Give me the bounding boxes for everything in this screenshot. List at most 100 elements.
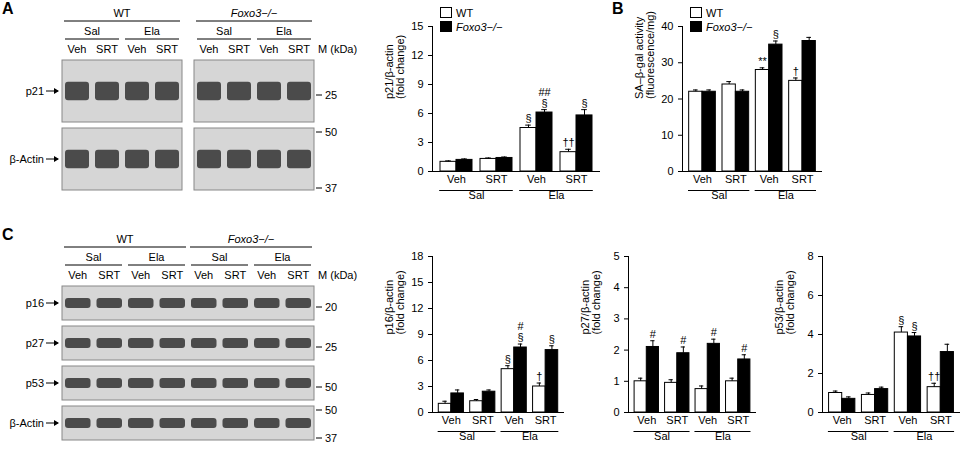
svg-text:SRT: SRT bbox=[792, 173, 814, 185]
svg-text:50: 50 bbox=[325, 126, 337, 138]
svg-text:p27: p27 bbox=[26, 337, 44, 349]
svg-text:Veh: Veh bbox=[257, 269, 276, 281]
svg-text:SRT: SRT bbox=[566, 173, 588, 185]
svg-text:12: 12 bbox=[411, 302, 423, 314]
svg-text:†: † bbox=[536, 370, 542, 382]
svg-text:p53: p53 bbox=[26, 377, 44, 389]
svg-text:Veh: Veh bbox=[898, 414, 917, 426]
svg-text:Foxo3−/−: Foxo3−/− bbox=[228, 233, 275, 245]
svg-text:2: 2 bbox=[613, 344, 619, 356]
svg-text:p27/β-actin(fold change): p27/β-actin(fold change) bbox=[579, 270, 602, 334]
svg-text:†: † bbox=[793, 65, 799, 77]
svg-text:SRT: SRT bbox=[725, 173, 747, 185]
svg-text:Veh: Veh bbox=[760, 173, 779, 185]
svg-text:SRT: SRT bbox=[224, 269, 246, 281]
svg-text:1: 1 bbox=[613, 375, 619, 387]
svg-text:Ela: Ela bbox=[276, 25, 293, 37]
svg-text:2: 2 bbox=[807, 367, 813, 379]
svg-text:#: # bbox=[680, 334, 687, 346]
svg-text:Veh: Veh bbox=[131, 269, 150, 281]
svg-text:Sal: Sal bbox=[84, 25, 100, 37]
svg-text:Veh: Veh bbox=[442, 414, 461, 426]
svg-text:††: †† bbox=[928, 370, 940, 382]
svg-text:Sal: Sal bbox=[212, 251, 228, 263]
svg-text:§: § bbox=[525, 112, 531, 124]
svg-text:Veh: Veh bbox=[260, 43, 279, 55]
svg-text:#: # bbox=[650, 328, 657, 340]
svg-text:30: 30 bbox=[661, 56, 673, 68]
svg-text:SRT: SRT bbox=[727, 414, 749, 426]
svg-text:M (kDa): M (kDa) bbox=[318, 43, 357, 55]
svg-text:##§: ##§ bbox=[538, 86, 551, 109]
svg-text:β-Actin: β-Actin bbox=[10, 417, 44, 429]
svg-text:p21/β-actin(fold change): p21/β-actin(fold change) bbox=[383, 35, 406, 99]
svg-text:SRT: SRT bbox=[287, 269, 309, 281]
svg-text:††: †† bbox=[562, 136, 574, 148]
svg-text:3: 3 bbox=[417, 136, 423, 148]
svg-text:Sal: Sal bbox=[216, 25, 232, 37]
svg-text:3: 3 bbox=[417, 380, 423, 392]
svg-text:50: 50 bbox=[325, 404, 337, 416]
svg-text:9: 9 bbox=[417, 328, 423, 340]
svg-text:SRT: SRT bbox=[472, 414, 494, 426]
svg-text:#§: #§ bbox=[517, 320, 524, 343]
svg-text:Veh: Veh bbox=[637, 414, 656, 426]
svg-text:SRT: SRT bbox=[156, 43, 178, 55]
svg-text:WT: WT bbox=[113, 7, 130, 19]
svg-text:6: 6 bbox=[417, 354, 423, 366]
svg-text:12: 12 bbox=[411, 49, 423, 61]
svg-text:0: 0 bbox=[417, 406, 423, 418]
svg-text:3: 3 bbox=[613, 312, 619, 324]
svg-text:SRT: SRT bbox=[864, 414, 886, 426]
svg-text:Veh: Veh bbox=[505, 414, 524, 426]
svg-text:8: 8 bbox=[807, 250, 813, 262]
svg-text:§: § bbox=[911, 320, 917, 332]
svg-text:SRT: SRT bbox=[288, 43, 310, 55]
svg-text:SRT: SRT bbox=[161, 269, 183, 281]
svg-text:37: 37 bbox=[325, 182, 337, 194]
svg-text:WT: WT bbox=[116, 233, 133, 245]
svg-text:**: ** bbox=[758, 55, 767, 67]
svg-text:Ela: Ela bbox=[275, 251, 292, 263]
svg-text:SA–β-gal activity(fluorescence: SA–β-gal activity(fluorescence/mg) bbox=[633, 11, 656, 99]
svg-text:50: 50 bbox=[325, 381, 337, 393]
svg-text:40: 40 bbox=[661, 20, 673, 32]
svg-text:#: # bbox=[741, 342, 748, 354]
svg-text:SRT: SRT bbox=[98, 269, 120, 281]
svg-text:SRT: SRT bbox=[228, 43, 250, 55]
svg-text:Ela: Ela bbox=[144, 25, 161, 37]
svg-text:20: 20 bbox=[661, 93, 673, 105]
svg-text:p16: p16 bbox=[26, 297, 44, 309]
svg-text:§: § bbox=[773, 28, 779, 40]
svg-text:§: § bbox=[898, 314, 904, 326]
svg-text:Foxo3−/−: Foxo3−/− bbox=[231, 7, 278, 19]
svg-text:p16/β-actin(fold change): p16/β-actin(fold change) bbox=[383, 270, 406, 334]
svg-text:20: 20 bbox=[325, 301, 337, 313]
svg-text:25: 25 bbox=[325, 341, 337, 353]
svg-text:9: 9 bbox=[417, 78, 423, 90]
svg-text:SRT: SRT bbox=[666, 414, 688, 426]
svg-text:Veh: Veh bbox=[128, 43, 147, 55]
svg-text:p53/β-actin(fold change): p53/β-actin(fold change) bbox=[773, 270, 796, 334]
svg-text:§: § bbox=[549, 333, 555, 345]
svg-text:4: 4 bbox=[613, 281, 619, 293]
svg-text:0: 0 bbox=[667, 165, 673, 177]
svg-text:SRT: SRT bbox=[486, 173, 508, 185]
svg-text:Veh: Veh bbox=[68, 43, 87, 55]
svg-text:15: 15 bbox=[411, 20, 423, 32]
svg-text:0: 0 bbox=[613, 406, 619, 418]
svg-text:Veh: Veh bbox=[200, 43, 219, 55]
svg-text:SRT: SRT bbox=[535, 414, 557, 426]
svg-text:4: 4 bbox=[807, 328, 813, 340]
svg-text:Veh: Veh bbox=[833, 414, 852, 426]
svg-text:Veh: Veh bbox=[447, 173, 466, 185]
svg-text:SRT: SRT bbox=[930, 414, 952, 426]
svg-text:18: 18 bbox=[411, 250, 423, 262]
svg-text:0: 0 bbox=[807, 406, 813, 418]
svg-text:Veh: Veh bbox=[68, 269, 87, 281]
svg-text:Veh: Veh bbox=[693, 173, 712, 185]
svg-text:Veh: Veh bbox=[527, 173, 546, 185]
svg-text:p21: p21 bbox=[26, 85, 44, 97]
svg-text:Sal: Sal bbox=[86, 251, 102, 263]
svg-text:SRT: SRT bbox=[96, 43, 118, 55]
